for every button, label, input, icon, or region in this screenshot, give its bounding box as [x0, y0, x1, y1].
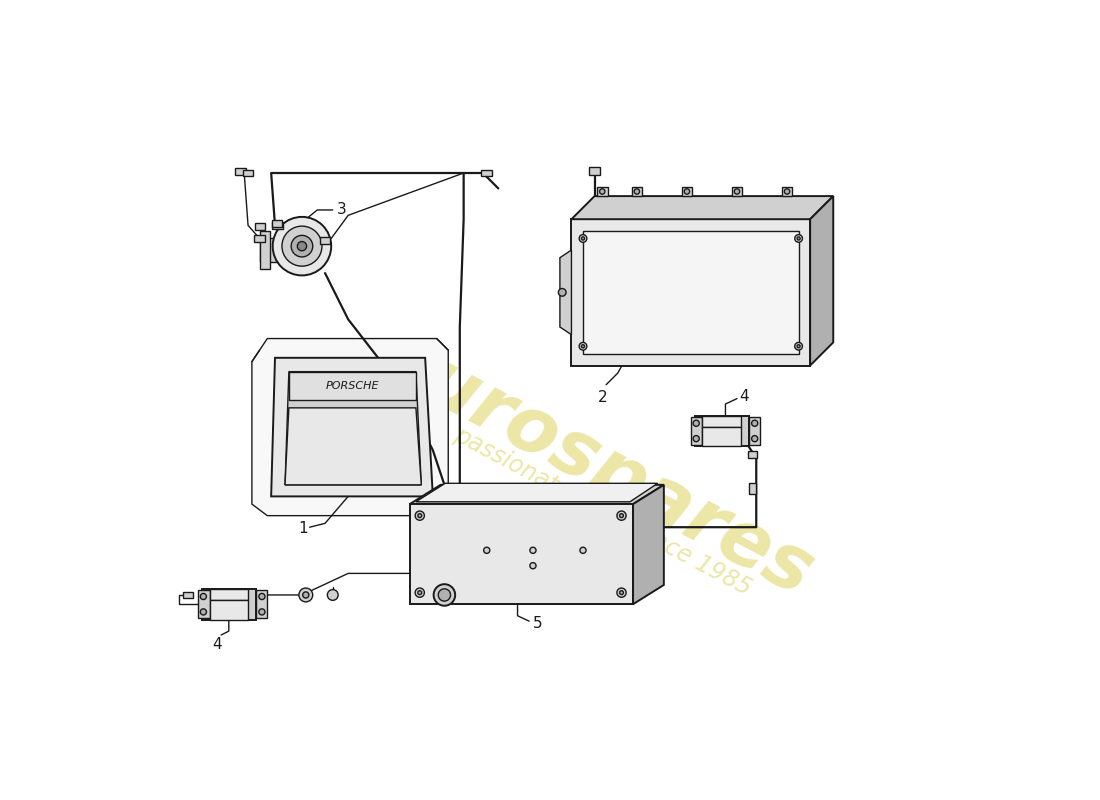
Circle shape [684, 189, 690, 194]
Polygon shape [409, 485, 664, 504]
Polygon shape [810, 196, 834, 366]
Circle shape [530, 547, 536, 554]
Polygon shape [572, 196, 834, 219]
Circle shape [484, 547, 490, 554]
Polygon shape [255, 590, 267, 618]
Polygon shape [198, 590, 209, 618]
Circle shape [582, 237, 584, 240]
Circle shape [297, 242, 307, 250]
Circle shape [600, 189, 605, 194]
Circle shape [559, 289, 566, 296]
Polygon shape [296, 230, 306, 270]
Polygon shape [409, 504, 634, 604]
Polygon shape [184, 592, 192, 598]
Circle shape [438, 589, 451, 601]
Polygon shape [416, 483, 658, 502]
Circle shape [693, 420, 700, 426]
Polygon shape [703, 415, 741, 427]
Circle shape [619, 590, 624, 594]
Polygon shape [209, 589, 249, 600]
Circle shape [751, 420, 758, 426]
Circle shape [798, 345, 800, 348]
Circle shape [292, 235, 312, 257]
Text: 2: 2 [597, 390, 607, 405]
Polygon shape [572, 219, 810, 366]
Polygon shape [588, 167, 601, 174]
Text: 4: 4 [212, 638, 222, 652]
Circle shape [415, 511, 425, 520]
Polygon shape [273, 219, 283, 226]
Text: passionate parts since 1985: passionate parts since 1985 [450, 423, 755, 601]
Polygon shape [285, 408, 421, 485]
Polygon shape [285, 372, 421, 485]
Circle shape [619, 514, 624, 518]
Circle shape [635, 189, 639, 194]
Circle shape [794, 234, 803, 242]
Circle shape [415, 588, 425, 598]
Circle shape [579, 342, 587, 350]
Polygon shape [243, 170, 253, 177]
Circle shape [273, 217, 331, 275]
Polygon shape [748, 450, 757, 458]
Polygon shape [252, 338, 449, 516]
Text: eurospares: eurospares [364, 320, 825, 611]
Circle shape [530, 562, 536, 569]
Polygon shape [732, 187, 742, 196]
Text: PORSCHE: PORSCHE [326, 382, 379, 391]
Polygon shape [320, 238, 330, 244]
Circle shape [258, 609, 265, 615]
Circle shape [418, 514, 421, 518]
Polygon shape [235, 168, 245, 175]
Circle shape [735, 189, 739, 194]
Polygon shape [254, 235, 265, 242]
Circle shape [798, 237, 800, 240]
Polygon shape [560, 250, 572, 334]
Polygon shape [583, 230, 799, 354]
Polygon shape [271, 358, 433, 496]
Polygon shape [703, 427, 741, 446]
Polygon shape [482, 170, 492, 177]
Polygon shape [695, 415, 749, 446]
Circle shape [299, 588, 312, 602]
Polygon shape [749, 483, 757, 494]
Polygon shape [782, 187, 792, 196]
Polygon shape [289, 372, 416, 400]
Polygon shape [209, 600, 249, 619]
Circle shape [302, 592, 309, 598]
Polygon shape [260, 230, 270, 270]
Circle shape [580, 547, 586, 554]
Text: 3: 3 [337, 202, 346, 218]
Circle shape [579, 234, 587, 242]
Circle shape [582, 345, 584, 348]
Polygon shape [682, 187, 692, 196]
Circle shape [328, 590, 338, 600]
Circle shape [751, 435, 758, 442]
Text: 1: 1 [298, 522, 308, 536]
Polygon shape [631, 187, 642, 196]
Polygon shape [272, 222, 283, 229]
Circle shape [200, 609, 207, 615]
Circle shape [794, 342, 803, 350]
Circle shape [433, 584, 455, 606]
Circle shape [282, 226, 322, 266]
Circle shape [784, 189, 790, 194]
Polygon shape [202, 589, 255, 619]
Circle shape [200, 594, 207, 599]
Circle shape [258, 594, 265, 599]
Polygon shape [749, 417, 760, 445]
Polygon shape [254, 223, 265, 230]
Text: 4: 4 [739, 389, 749, 404]
Circle shape [617, 588, 626, 598]
Circle shape [418, 590, 421, 594]
Polygon shape [597, 187, 607, 196]
Polygon shape [691, 417, 703, 445]
Polygon shape [634, 485, 664, 604]
Circle shape [693, 435, 700, 442]
Polygon shape [260, 238, 306, 262]
Circle shape [617, 511, 626, 520]
Text: 5: 5 [534, 616, 542, 631]
